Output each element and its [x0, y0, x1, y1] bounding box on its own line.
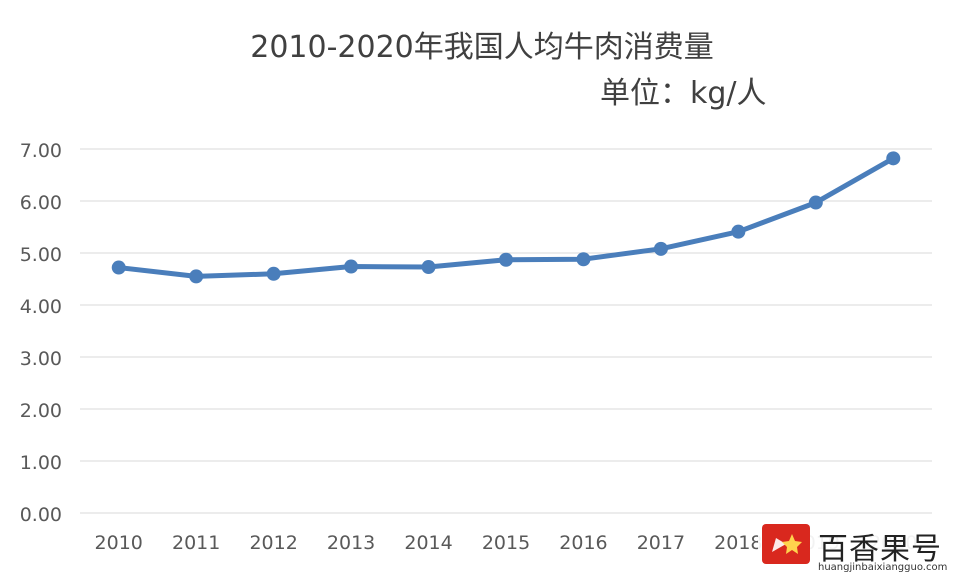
- y-tick-label: 3.00: [20, 348, 62, 370]
- y-tick-label: 5.00: [20, 244, 62, 266]
- y-tick-label: 0.00: [20, 504, 62, 526]
- y-axis-tick-labels: 0.00 1.00 2.00 3.00 4.00 5.00 6.00 7.00: [20, 140, 62, 526]
- watermark-name: 百香果号: [818, 532, 942, 567]
- series-markers: [111, 151, 901, 284]
- x-tick-label: 2013: [327, 532, 375, 554]
- watermark-logo-icon: [762, 524, 810, 564]
- data-point: [266, 266, 281, 281]
- data-point: [189, 269, 204, 284]
- watermark: 百香果号 huangjinbaixiangguo.com: [758, 522, 958, 576]
- x-tick-label: 2010: [95, 532, 143, 554]
- x-tick-label: 2015: [482, 532, 530, 554]
- x-tick-label: 2018: [714, 532, 762, 554]
- y-tick-label: 6.00: [20, 192, 62, 214]
- data-point: [344, 259, 359, 274]
- data-point: [808, 195, 823, 210]
- x-tick-label: 2011: [172, 532, 220, 554]
- data-point: [886, 151, 901, 166]
- x-tick-label: 2017: [637, 532, 685, 554]
- chart-title: 2010-2020年我国人均牛肉消费量: [250, 30, 714, 65]
- chart-subtitle: 单位：kg/人: [600, 76, 767, 111]
- watermark-url: huangjinbaixiangguo.com: [818, 562, 948, 573]
- x-tick-label: 2016: [559, 532, 607, 554]
- y-tick-label: 7.00: [20, 140, 62, 162]
- y-tick-label: 4.00: [20, 296, 62, 318]
- data-point: [653, 241, 668, 256]
- gridlines: [80, 148, 932, 514]
- x-tick-label: 2012: [249, 532, 297, 554]
- x-tick-label: 2014: [404, 532, 452, 554]
- data-point: [731, 224, 746, 239]
- data-point: [576, 252, 591, 267]
- data-point: [421, 260, 436, 275]
- data-point: [499, 252, 513, 267]
- y-tick-label: 1.00: [20, 452, 62, 474]
- y-tick-label: 2.00: [20, 400, 62, 422]
- data-point: [111, 260, 126, 275]
